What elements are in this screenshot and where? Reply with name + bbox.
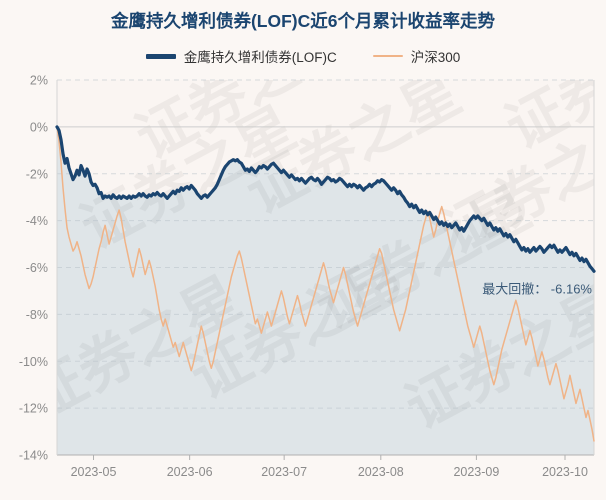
- chart-legend: 金鹰持久增利债券(LOF)C 沪深300: [0, 46, 606, 66]
- svg-text:2023-07: 2023-07: [261, 465, 307, 479]
- legend-swatch-fund: [145, 53, 176, 59]
- legend-swatch-index: [372, 55, 403, 57]
- svg-text:2023-09: 2023-09: [453, 465, 499, 479]
- svg-text:2023-10: 2023-10: [542, 465, 588, 479]
- svg-text:-2%: -2%: [26, 167, 48, 181]
- legend-label-index: 沪深300: [410, 50, 461, 65]
- svg-text:-6%: -6%: [26, 261, 48, 275]
- svg-text:2%: 2%: [30, 74, 48, 88]
- chart-title: 金鹰持久增利债券(LOF)C近6个月累计收益率走势: [110, 11, 496, 31]
- legend-label-fund: 金鹰持久增利债券(LOF)C: [183, 50, 337, 65]
- svg-text:2023-06: 2023-06: [167, 465, 213, 479]
- svg-text:-14%: -14%: [19, 449, 48, 463]
- svg-text:-10%: -10%: [19, 355, 48, 369]
- legend-item-fund[interactable]: 金鹰持久增利债券(LOF)C: [145, 46, 337, 66]
- svg-text:-12%: -12%: [19, 402, 48, 416]
- svg-text:0%: 0%: [30, 120, 48, 134]
- svg-text:2023-08: 2023-08: [358, 465, 404, 479]
- svg-text:-8%: -8%: [26, 308, 48, 322]
- max-drawdown-annotation: 最大回撤： -6.16%: [482, 281, 592, 296]
- svg-text:-4%: -4%: [26, 214, 48, 228]
- legend-item-index[interactable]: 沪深300: [372, 46, 461, 66]
- svg-text:2023-05: 2023-05: [71, 465, 117, 479]
